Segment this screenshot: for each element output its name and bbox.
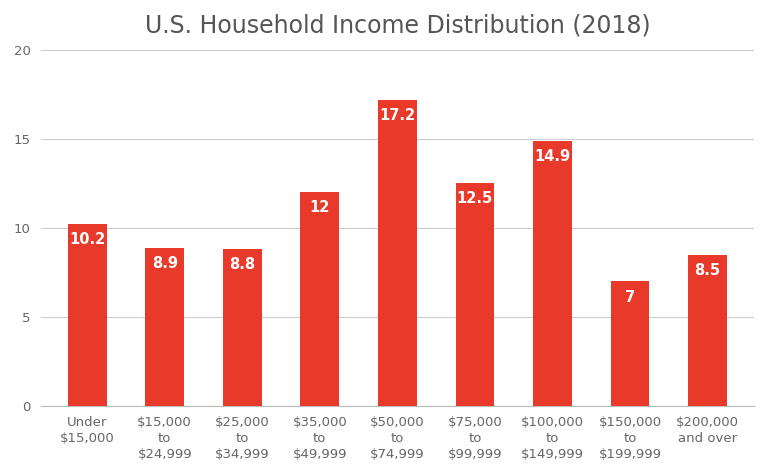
Bar [300, 192, 339, 407]
Text: 8.5: 8.5 [694, 263, 720, 278]
Text: 17.2: 17.2 [379, 107, 415, 123]
Text: 12.5: 12.5 [457, 191, 493, 207]
Bar [533, 141, 572, 407]
Bar [688, 255, 727, 407]
Title: U.S. Household Income Distribution (2018): U.S. Household Income Distribution (2018… [144, 14, 650, 38]
Bar [455, 183, 495, 407]
Bar [68, 224, 107, 407]
Bar [223, 249, 262, 407]
Bar [611, 282, 650, 407]
Text: 14.9: 14.9 [535, 149, 571, 163]
Text: 8.8: 8.8 [229, 257, 255, 272]
Bar [378, 99, 417, 407]
Text: 8.9: 8.9 [152, 256, 177, 271]
Bar [145, 247, 184, 407]
Text: 12: 12 [310, 200, 330, 215]
Text: 10.2: 10.2 [69, 232, 105, 247]
Text: 7: 7 [625, 290, 635, 304]
